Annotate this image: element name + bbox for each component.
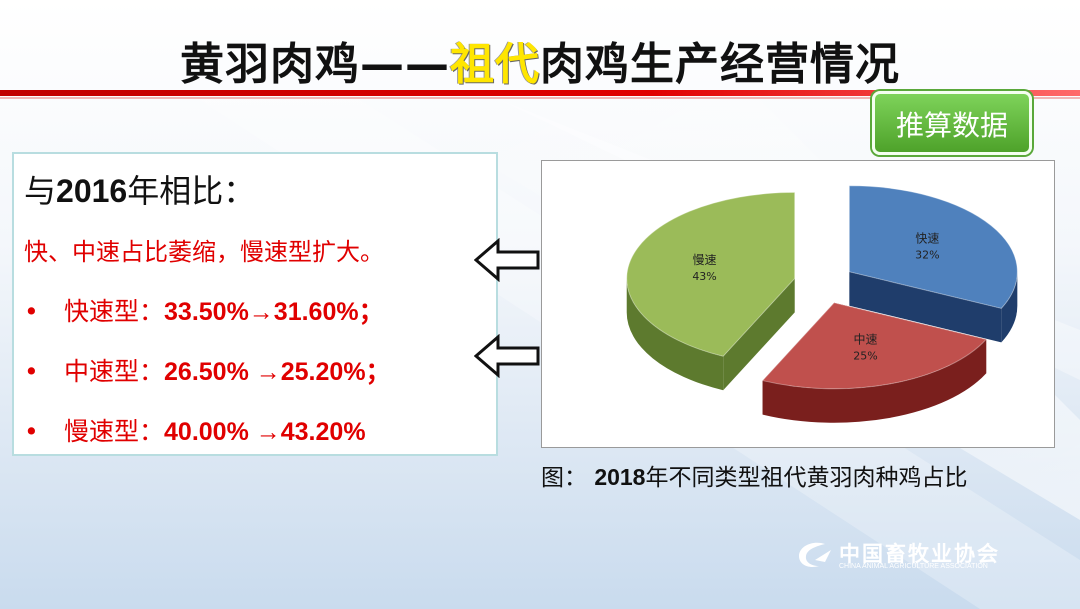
heading-prefix: 与 <box>24 172 57 210</box>
bullet-medium: • 中速型：26.50% →25.20%； <box>24 352 391 388</box>
bullet-value: 26.50% →25.20%； <box>164 358 391 386</box>
pie-chart: 快速 32% 慢速 43% 中速 25% <box>626 185 1018 423</box>
bullet-label: 中速型： <box>64 357 165 386</box>
bullet-dot: • <box>24 357 39 386</box>
pie-label: 慢速 <box>693 253 717 267</box>
pie-slice-top <box>761 302 988 390</box>
bullet-label: 快速型： <box>64 297 165 326</box>
pie-slice-top <box>626 191 796 357</box>
pie-slice-outer-wall <box>1001 271 1018 343</box>
caption-suffix: 年不同类型祖代黄羽肉种鸡占比 <box>645 465 968 491</box>
chart-caption: 图： 2018年不同类型祖代黄羽肉种鸡占比 <box>541 458 967 492</box>
pie-label: 快速 <box>915 231 939 245</box>
bullet-label: 慢速型： <box>64 417 165 446</box>
bullet-dot: • <box>24 297 39 326</box>
title-underline <box>0 90 1080 96</box>
pie-slice-0 <box>848 185 1018 343</box>
pie-slice-wall <box>849 271 1002 343</box>
logo-chinese-name: 中国畜牧业协会 <box>839 542 1000 566</box>
bullet-value: 33.50%→31.60%； <box>164 298 384 326</box>
pie-value-label: 25% <box>853 349 877 362</box>
pie-value-label: 43% <box>692 270 716 283</box>
title-part2: 肉鸡生产经营情况 <box>540 39 900 90</box>
comparison-heading: 与2016年相比： <box>24 166 255 212</box>
pie-slice-outer-wall <box>762 339 987 423</box>
bullet-value: 40.00% →43.20% <box>164 418 366 446</box>
title-part1: 黄羽肉鸡—— <box>180 39 450 90</box>
pie-slice-top <box>848 185 1018 309</box>
estimated-data-badge: 推算数据 <box>872 91 1032 155</box>
title-highlight: 祖代 <box>450 39 540 90</box>
logo-english-name: CHINA ANIMAL AGRICULTURE ASSOCIATION <box>839 563 988 570</box>
bullet-fast: • 快速型：33.50%→31.60%； <box>24 292 384 328</box>
pie-value-label: 32% <box>915 248 939 261</box>
left-arrow-icon <box>474 238 540 282</box>
pie-label: 中速 <box>853 331 877 346</box>
bullet-slow: • 慢速型：40.00% →43.20% <box>24 412 366 448</box>
association-logo: 中国畜牧业协会 CHINA ANIMAL AGRICULTURE ASSOCIA… <box>795 538 1065 572</box>
bullet-dot: • <box>24 417 39 446</box>
association-logo-icon <box>799 542 831 567</box>
caption-prefix: 图： <box>541 465 595 491</box>
pie-slice-2 <box>626 191 796 391</box>
pie-slice-wall <box>723 278 795 391</box>
pie-slice-outer-wall <box>626 278 724 391</box>
left-arrow-icon <box>474 334 540 378</box>
title-underline-light <box>0 97 1080 99</box>
pie-slice-1 <box>761 302 988 423</box>
heading-year: 2016 <box>56 173 128 209</box>
chart-frame: 快速 32% 慢速 43% 中速 25% <box>541 160 1055 448</box>
heading-suffix: 年相比： <box>127 172 256 210</box>
comparison-textbox: 与2016年相比： 快、中速占比萎缩，慢速型扩大。 • 快速型：33.50%→31… <box>12 152 498 456</box>
comparison-summary: 快、中速占比萎缩，慢速型扩大。 <box>24 238 384 266</box>
page-title: 黄羽肉鸡——祖代肉鸡生产经营情况 <box>0 28 1080 92</box>
caption-year: 2018 <box>594 464 646 490</box>
